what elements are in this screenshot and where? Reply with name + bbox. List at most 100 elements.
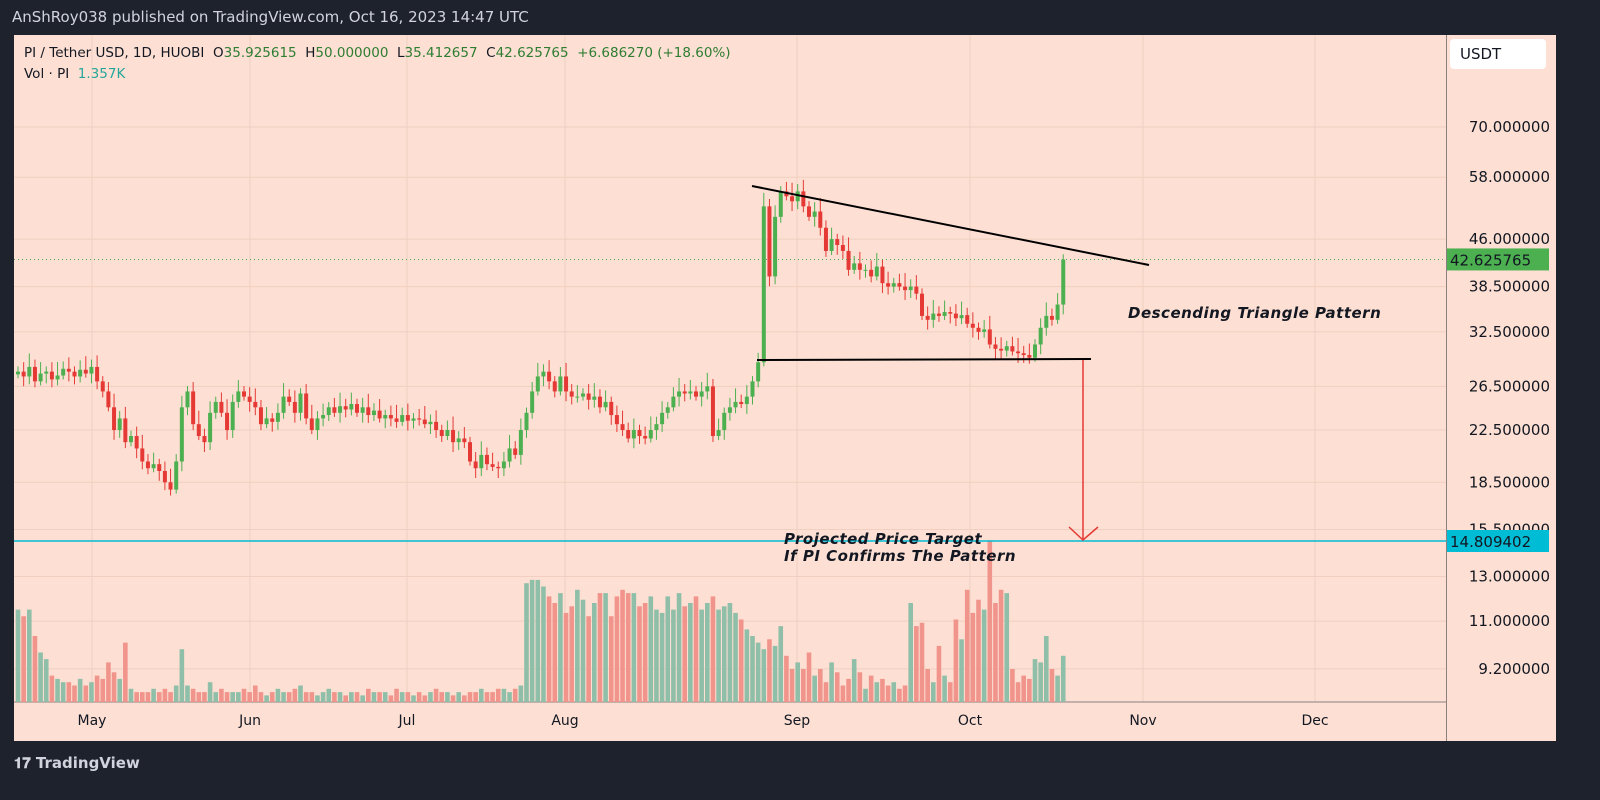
- volume-bar: [473, 692, 478, 702]
- candle-body: [886, 283, 891, 287]
- candle-body: [581, 393, 585, 397]
- volume-bar: [795, 662, 800, 702]
- volume-bar: [21, 616, 26, 702]
- volume-bar: [134, 692, 139, 702]
- volume-bar: [840, 685, 846, 702]
- open-value: 35.925615: [223, 45, 297, 61]
- candle-body: [202, 436, 207, 443]
- y-tick-label: 26.500000: [1469, 377, 1550, 395]
- candle-body: [61, 368, 66, 376]
- volume-bar: [914, 626, 919, 702]
- volume-bar: [123, 642, 128, 702]
- volume-bar: [382, 692, 388, 702]
- candle-body: [174, 461, 179, 490]
- volume-bar: [733, 612, 738, 702]
- tradingview-logo[interactable]: 𝟏𝟕 TradingView: [14, 754, 140, 772]
- y-tick-label: 38.500000: [1469, 278, 1550, 296]
- candle-body: [597, 396, 602, 408]
- volume-bar: [190, 688, 196, 702]
- arrow-head-icon: [1068, 526, 1099, 542]
- volume-bar: [603, 593, 608, 702]
- volume-bar: [1015, 682, 1021, 702]
- volume-bar: [597, 593, 603, 702]
- candle-body: [100, 381, 105, 392]
- volume-bar: [705, 603, 710, 702]
- volume-bar: [806, 652, 812, 702]
- candle-body: [72, 371, 77, 377]
- candle-body: [936, 313, 941, 316]
- volume-bar: [829, 662, 834, 702]
- target-annotation-line2: If PI Confirms The Pattern: [784, 547, 1016, 565]
- currency-button[interactable]: USDT: [1450, 39, 1546, 69]
- x-tick-label: May: [78, 713, 107, 729]
- candle-body: [682, 391, 687, 394]
- candle-body: [439, 430, 444, 437]
- chart-canvas[interactable]: May Jun Jul Aug Sep Oct Nov Dec 70.000000 58.0000…: [14, 35, 1556, 741]
- y-tick-label: 70.000000: [1469, 118, 1550, 136]
- volume-bar: [608, 616, 614, 702]
- candle-body: [394, 418, 399, 422]
- volume-bar: [315, 695, 320, 702]
- candle-body: [603, 401, 608, 408]
- triangle-support-line: [756, 358, 1092, 361]
- volume-bar: [784, 655, 789, 702]
- candle-body: [1038, 327, 1043, 345]
- chart-area[interactable]: May Jun Jul Aug Sep Oct Nov Dec 70.000000 58.0000…: [14, 35, 1556, 741]
- volume-bar: [998, 589, 1004, 702]
- candle-body: [778, 191, 783, 217]
- candle-body: [484, 454, 489, 465]
- candle-body: [665, 407, 670, 413]
- candle-body: [648, 430, 653, 439]
- x-tick-label: Sep: [784, 713, 811, 729]
- volume-bar: [100, 678, 106, 702]
- symbol-title: PI / Tether USD, 1D, HUOBI: [24, 45, 205, 61]
- volume-bar: [462, 695, 467, 702]
- volume-bar: [964, 589, 970, 702]
- candle-body: [134, 436, 139, 449]
- volume-bar: [891, 682, 897, 702]
- volume-bar: [219, 688, 224, 702]
- candle-body: [326, 407, 331, 416]
- candle-body: [643, 436, 648, 439]
- candle-body: [541, 371, 546, 377]
- volume-bar: [479, 688, 484, 702]
- volume-bar: [467, 692, 473, 702]
- volume-bar: [405, 692, 411, 702]
- price-axis[interactable]: [1446, 35, 1557, 741]
- candle-body: [338, 406, 343, 413]
- candle-body: [1044, 315, 1049, 328]
- candle-body: [225, 412, 230, 431]
- candle-body: [530, 391, 535, 413]
- volume-bar: [388, 695, 394, 702]
- volume-bar: [399, 692, 405, 702]
- candle-body: [1027, 355, 1032, 358]
- candle-body: [490, 464, 495, 467]
- volume-bar: [558, 593, 563, 702]
- volume-bar: [676, 593, 682, 702]
- volume-bar: [721, 606, 727, 702]
- triangle-upper-trendline: [751, 185, 1150, 266]
- volume-bar: [738, 619, 744, 702]
- volume-bar: [162, 688, 168, 702]
- candle-body: [518, 430, 523, 455]
- y-tick-label: 32.500000: [1469, 323, 1550, 341]
- candle-body: [89, 366, 94, 374]
- close-value: 42.625765: [495, 45, 569, 61]
- candle-body: [987, 329, 992, 345]
- candle-body: [129, 436, 133, 443]
- candle-body: [496, 466, 501, 469]
- candle-body: [456, 438, 461, 443]
- high-value: 50.000000: [315, 45, 389, 61]
- candle-body: [733, 401, 738, 408]
- candle-body: [857, 263, 862, 270]
- volume-bar: [569, 606, 574, 702]
- candle-body: [298, 393, 303, 413]
- candle-body: [863, 269, 868, 271]
- volume-bar: [94, 675, 100, 702]
- volume-bar: [1010, 669, 1015, 702]
- candle-body: [377, 410, 382, 419]
- candle-body: [292, 401, 297, 413]
- candle-body: [281, 396, 286, 413]
- volume-bar: [575, 589, 580, 702]
- x-tick-label: Oct: [958, 713, 983, 729]
